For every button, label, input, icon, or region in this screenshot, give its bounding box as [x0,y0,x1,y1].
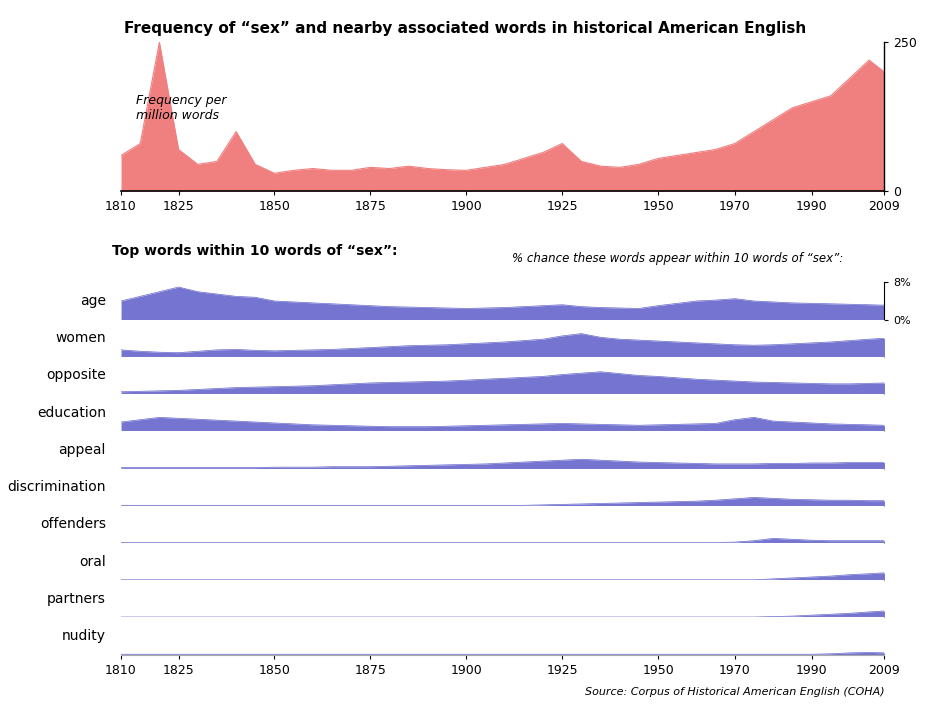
Y-axis label: appeal: appeal [59,443,106,457]
Y-axis label: partners: partners [47,592,106,606]
Y-axis label: oral: oral [79,555,106,569]
Y-axis label: nudity: nudity [61,629,106,643]
Text: % chance these words appear within 10 words of “sex”:: % chance these words appear within 10 wo… [512,252,843,265]
Y-axis label: women: women [55,332,106,345]
Text: Source: Corpus of Historical American English (COHA): Source: Corpus of Historical American En… [585,687,884,697]
Text: Top words within 10 words of “sex”:: Top words within 10 words of “sex”: [112,244,398,258]
Y-axis label: education: education [36,406,106,420]
Y-axis label: opposite: opposite [46,368,106,382]
Y-axis label: age: age [80,294,106,308]
Text: Frequency per
million words: Frequency per million words [136,94,227,122]
Y-axis label: offenders: offenders [40,517,106,532]
Text: Frequency of “sex” and nearby associated words in historical American English: Frequency of “sex” and nearby associated… [125,21,806,36]
Y-axis label: discrimination: discrimination [7,480,106,494]
